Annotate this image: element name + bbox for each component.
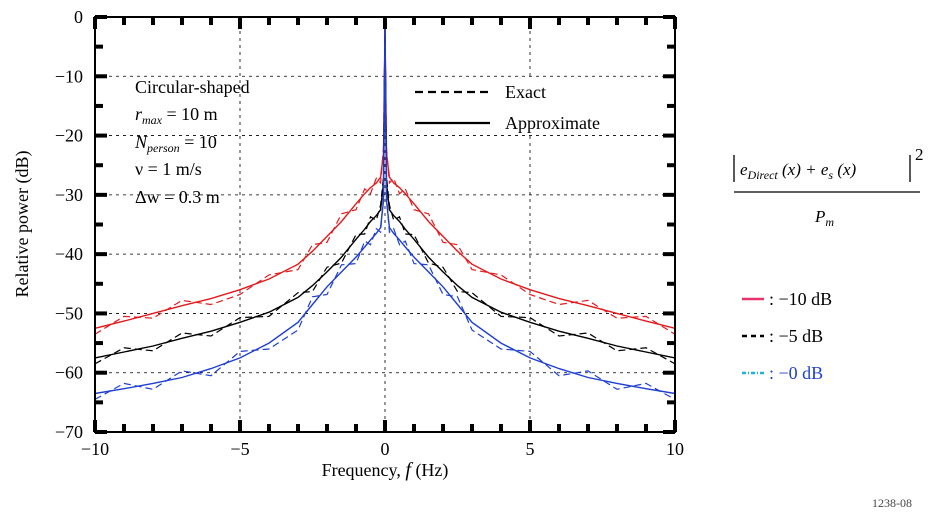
parameter-annotation: Circular-shaped rmax = 10 m Nperson = 10… — [134, 77, 250, 207]
x-axis-title-text: Frequency, — [322, 460, 406, 480]
formula-exponent: 2 — [915, 145, 924, 164]
tick-marks — [93, 15, 677, 434]
color-legend: : −10 dB : −5 dB : −0 dB — [742, 289, 832, 383]
annot-rmax: rmax = 10 m — [135, 104, 218, 127]
color-legend-label-10db: : −10 dB — [769, 289, 832, 309]
formula-denominator: Pm — [814, 207, 834, 229]
annot-nperson: Nperson = 10 — [134, 132, 217, 155]
y-tick-label: −10 — [55, 66, 83, 86]
y-tick-label: −50 — [55, 303, 83, 323]
y-tick-label: −60 — [55, 363, 83, 383]
annot-width: Δw = 0.3 m — [135, 187, 220, 207]
x-tick-label: 10 — [666, 439, 684, 459]
power-formula: eDirect (x) + es (x) 2 Pm — [733, 145, 924, 229]
x-tick-label: −5 — [230, 439, 249, 459]
y-tick-label: −70 — [55, 422, 83, 442]
formula-numerator: eDirect (x) + es (x) — [740, 160, 857, 182]
style-legend-exact-label: Exact — [505, 82, 546, 102]
y-axis-title: Relative power (dB) — [12, 151, 33, 298]
annot-velocity: ν = 1 m/s — [135, 159, 202, 179]
x-tick-label: −10 — [81, 439, 109, 459]
style-legend: Exact Approximate — [410, 78, 645, 133]
x-tick-label: 5 — [526, 439, 535, 459]
color-legend-label-5db: : −5 dB — [769, 326, 823, 346]
figure-id: 1238-08 — [872, 496, 912, 510]
y-tick-label: −30 — [55, 185, 83, 205]
x-axis-title-var: f — [405, 459, 413, 481]
x-tick-labels: −10 −5 0 5 10 — [81, 439, 684, 459]
style-legend-approx-label: Approximate — [505, 113, 600, 133]
x-axis-title-unit: (Hz) — [411, 460, 448, 481]
y-tick-labels: 0 −10 −20 −30 −40 −50 −60 −70 — [55, 7, 83, 442]
y-tick-label: 0 — [74, 7, 83, 27]
color-legend-label-0db: : −0 dB — [769, 363, 823, 383]
x-axis-title: Frequency, f (Hz) — [322, 459, 449, 481]
y-tick-label: −40 — [55, 244, 83, 264]
x-tick-label: 0 — [381, 439, 390, 459]
annot-shape: Circular-shaped — [135, 77, 250, 97]
y-tick-label: −20 — [55, 126, 83, 146]
